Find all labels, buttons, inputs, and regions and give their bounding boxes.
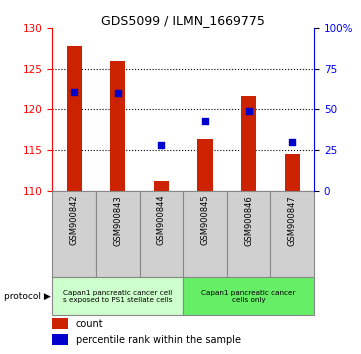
Point <box>158 142 164 148</box>
Point <box>71 89 77 95</box>
Bar <box>183 278 314 315</box>
Bar <box>52 334 68 345</box>
Bar <box>227 190 270 278</box>
Text: GSM900847: GSM900847 <box>288 195 297 246</box>
Text: GSM900843: GSM900843 <box>113 195 122 246</box>
Bar <box>154 181 169 190</box>
Title: GDS5099 / ILMN_1669775: GDS5099 / ILMN_1669775 <box>101 14 265 27</box>
Text: count: count <box>76 319 104 329</box>
Bar <box>183 190 227 278</box>
Text: percentile rank within the sample: percentile rank within the sample <box>76 335 241 345</box>
Text: Capan1 pancreatic cancer cell
s exposed to PS1 stellate cells: Capan1 pancreatic cancer cell s exposed … <box>63 290 173 303</box>
Bar <box>197 139 213 190</box>
Bar <box>241 96 256 190</box>
Bar <box>66 46 82 190</box>
Bar <box>284 154 300 190</box>
Bar <box>52 190 96 278</box>
Point <box>202 118 208 124</box>
Text: GSM900846: GSM900846 <box>244 195 253 246</box>
Bar <box>96 190 140 278</box>
Bar <box>52 318 68 329</box>
Point <box>115 90 121 96</box>
Text: Capan1 pancreatic cancer
cells only: Capan1 pancreatic cancer cells only <box>201 290 296 303</box>
Text: GSM900844: GSM900844 <box>157 195 166 245</box>
Text: protocol ▶: protocol ▶ <box>4 292 51 301</box>
Point <box>246 108 252 114</box>
Bar <box>52 278 183 315</box>
Bar <box>270 190 314 278</box>
Point <box>290 139 295 145</box>
Bar <box>140 190 183 278</box>
Bar <box>110 61 125 190</box>
Text: GSM900845: GSM900845 <box>200 195 209 245</box>
Text: GSM900842: GSM900842 <box>70 195 79 245</box>
